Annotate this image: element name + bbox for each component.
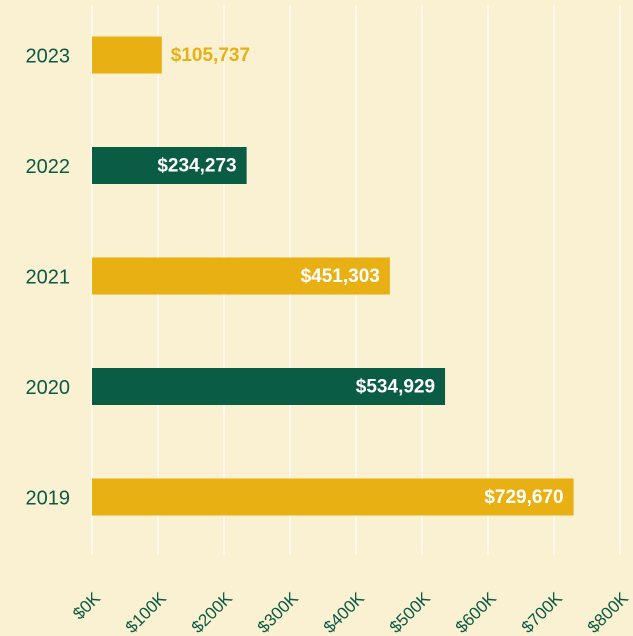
x-tick-label: $0K <box>69 588 104 623</box>
bar <box>92 257 390 295</box>
value-label: $729,670 <box>484 487 563 508</box>
x-tick-label: $500K <box>386 588 435 636</box>
x-tick-label: $600K <box>452 588 501 636</box>
value-label: $534,929 <box>356 377 435 398</box>
category-label: 2023 <box>26 45 71 67</box>
x-tick-label: $700K <box>518 588 567 636</box>
category-label: 2020 <box>26 377 71 399</box>
bar <box>92 147 247 184</box>
value-label: $234,273 <box>157 156 236 177</box>
bar <box>92 368 446 405</box>
x-tick-label: $100K <box>122 588 171 636</box>
category-label: 2019 <box>26 487 71 509</box>
x-tick-label: $400K <box>320 588 369 636</box>
category-label: 2021 <box>26 266 71 288</box>
x-tick-label: $200K <box>188 588 237 636</box>
value-label: $105,737 <box>171 45 250 66</box>
bar <box>92 36 162 74</box>
value-label: $451,303 <box>301 266 380 287</box>
x-tick-label: $800K <box>584 588 633 636</box>
bar <box>92 478 574 516</box>
x-tick-label: $300K <box>254 588 303 636</box>
category-label: 2022 <box>26 156 71 178</box>
